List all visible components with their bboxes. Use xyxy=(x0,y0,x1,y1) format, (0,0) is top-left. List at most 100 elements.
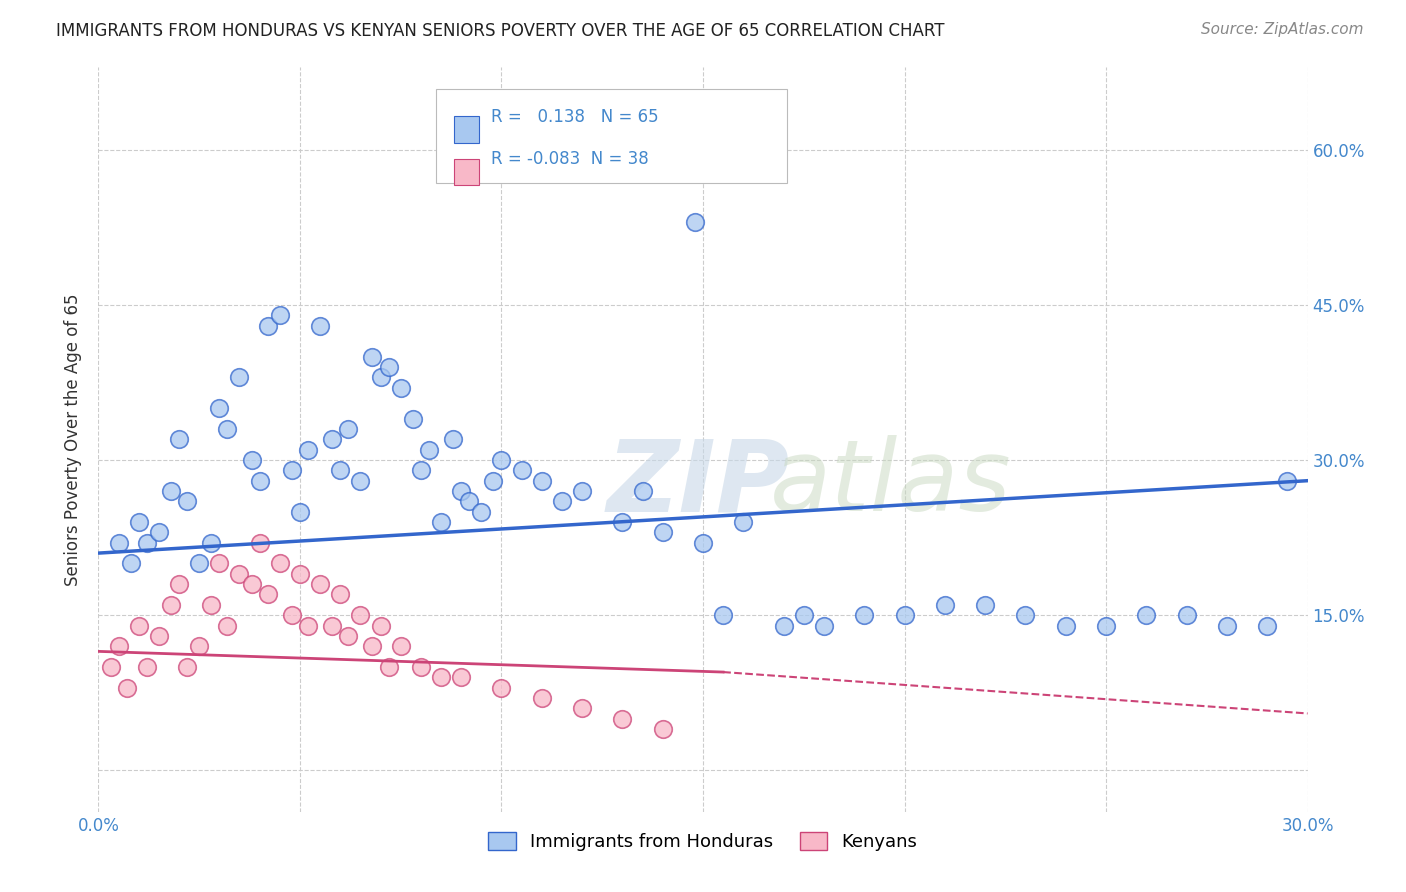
Point xyxy=(200,535,222,549)
Point xyxy=(813,618,835,632)
Point xyxy=(249,474,271,488)
Point xyxy=(430,515,453,529)
Point xyxy=(269,557,291,571)
Point xyxy=(240,577,263,591)
Point xyxy=(441,433,464,447)
Point xyxy=(217,618,239,632)
Text: IMMIGRANTS FROM HONDURAS VS KENYAN SENIORS POVERTY OVER THE AGE OF 65 CORRELATIO: IMMIGRANTS FROM HONDURAS VS KENYAN SENIO… xyxy=(56,22,945,40)
Point xyxy=(321,618,343,632)
Point xyxy=(853,608,876,623)
Point xyxy=(337,629,360,643)
Point xyxy=(329,463,352,477)
Point xyxy=(188,557,211,571)
Point xyxy=(1277,474,1299,488)
Point xyxy=(288,566,311,581)
Point xyxy=(530,474,553,488)
Point xyxy=(167,577,190,591)
Point xyxy=(370,370,392,384)
Point xyxy=(530,690,553,705)
Point xyxy=(470,505,492,519)
Point xyxy=(115,681,138,695)
Point xyxy=(256,318,278,333)
Text: R =   0.138   N = 65: R = 0.138 N = 65 xyxy=(491,108,658,126)
Point xyxy=(228,370,250,384)
Point xyxy=(409,660,432,674)
Point xyxy=(377,660,399,674)
Point xyxy=(389,381,412,395)
Point xyxy=(430,670,453,684)
Point xyxy=(772,618,794,632)
Point xyxy=(1256,618,1278,632)
Point xyxy=(309,577,332,591)
Point xyxy=(571,483,593,498)
Point xyxy=(450,670,472,684)
Point xyxy=(100,660,122,674)
Point xyxy=(418,442,440,457)
Point xyxy=(491,681,513,695)
Point xyxy=(974,598,997,612)
Point xyxy=(651,722,673,736)
Point xyxy=(281,463,304,477)
Point xyxy=(510,463,533,477)
Point xyxy=(893,608,915,623)
Point xyxy=(612,515,634,529)
Point xyxy=(551,494,574,508)
Point xyxy=(482,474,505,488)
Text: ZIP: ZIP xyxy=(606,435,789,533)
Point xyxy=(361,350,384,364)
Point xyxy=(107,639,129,653)
Point xyxy=(148,629,170,643)
Point xyxy=(240,453,263,467)
Point xyxy=(167,433,190,447)
Text: atlas: atlas xyxy=(769,435,1011,533)
Point xyxy=(934,598,956,612)
Point xyxy=(269,308,291,322)
Legend: Immigrants from Honduras, Kenyans: Immigrants from Honduras, Kenyans xyxy=(481,825,925,859)
Point xyxy=(160,598,183,612)
Point xyxy=(1175,608,1198,623)
Point xyxy=(402,411,425,425)
Point xyxy=(120,557,142,571)
Point xyxy=(692,535,714,549)
Point xyxy=(631,483,654,498)
Point xyxy=(1054,618,1077,632)
Point xyxy=(228,566,250,581)
Point xyxy=(409,463,432,477)
Point xyxy=(188,639,211,653)
Point xyxy=(321,433,343,447)
Y-axis label: Seniors Poverty Over the Age of 65: Seniors Poverty Over the Age of 65 xyxy=(65,293,83,585)
Point xyxy=(361,639,384,653)
Point xyxy=(1135,608,1157,623)
Text: R = -0.083  N = 38: R = -0.083 N = 38 xyxy=(491,151,648,169)
Point xyxy=(450,483,472,498)
Point xyxy=(370,618,392,632)
Point xyxy=(249,535,271,549)
Text: Source: ZipAtlas.com: Source: ZipAtlas.com xyxy=(1201,22,1364,37)
Point xyxy=(1216,618,1239,632)
Point xyxy=(135,660,157,674)
Point xyxy=(200,598,222,612)
Point xyxy=(329,587,352,601)
Point xyxy=(349,608,371,623)
Point xyxy=(1095,618,1118,632)
Point xyxy=(491,453,513,467)
Point xyxy=(297,618,319,632)
Point xyxy=(389,639,412,653)
Point xyxy=(458,494,481,508)
Point xyxy=(733,515,755,529)
Point xyxy=(176,660,198,674)
Point xyxy=(377,359,399,374)
Point xyxy=(217,422,239,436)
Point xyxy=(612,712,634,726)
Point xyxy=(107,535,129,549)
Point xyxy=(281,608,304,623)
Point xyxy=(349,474,371,488)
Point xyxy=(128,618,150,632)
Point xyxy=(571,701,593,715)
Point xyxy=(711,608,734,623)
Point xyxy=(148,525,170,540)
Point xyxy=(337,422,360,436)
Point xyxy=(297,442,319,457)
Point xyxy=(651,525,673,540)
Point xyxy=(176,494,198,508)
